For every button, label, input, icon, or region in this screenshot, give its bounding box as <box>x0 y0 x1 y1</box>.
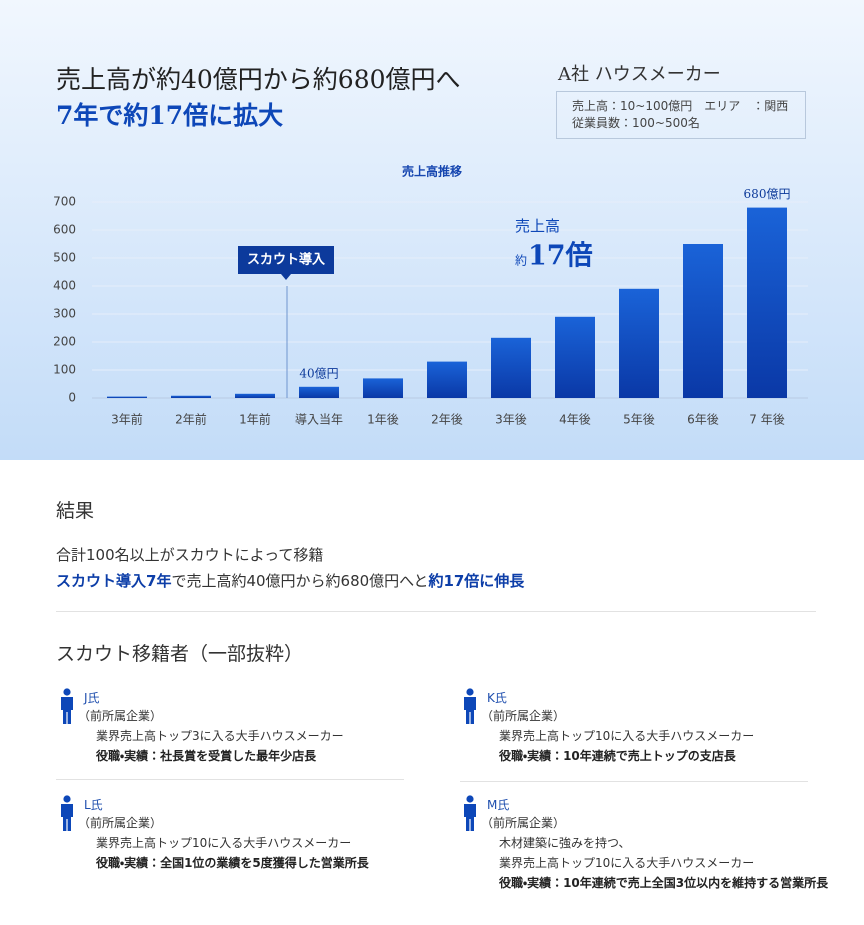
person: L氏 （前所属企業） 業界売上高トップ10に入る大手ハウスメーカー役職・実績：全国1… <box>61 795 369 873</box>
person-icon <box>464 795 476 831</box>
company-line: 木材建築に強みを持つ、 <box>499 836 631 850</box>
info-line: 売上高：10~100億円 エリア ：関西 <box>572 99 789 113</box>
previous-label: （前所属企業） <box>481 816 566 830</box>
highlight: 約17倍に伸長 <box>428 572 525 590</box>
y-tick-label: 700 <box>53 195 76 209</box>
person-name: J氏 <box>84 691 100 705</box>
result-line: スカウト導入7年で売上高約40億円から約680億円へと約17倍に伸長 <box>56 570 524 591</box>
company-line: 業界売上高トップ10に入る大手ハウスメーカー <box>96 836 352 850</box>
bar <box>363 378 403 398</box>
growth-label: 売上高 <box>515 217 560 235</box>
chart-title: 売上高推移 <box>402 164 462 179</box>
person: M氏 （前所属企業） 木材建築に強みを持つ、業界売上高トップ10に入る大手ハウスメー… <box>464 795 829 893</box>
x-tick-label: 1年後 <box>367 413 399 427</box>
callout-pointer <box>281 274 291 280</box>
callout-text: スカウト導入 <box>247 252 326 268</box>
bar <box>427 361 467 398</box>
company-line: 業界売上高トップ3に入る大手ハウスメーカー <box>96 729 344 743</box>
section-heading: スカウト移籍者（一部抜粋） <box>56 643 304 665</box>
x-tick-label: 2年後 <box>431 413 463 427</box>
person-name: M氏 <box>487 798 510 812</box>
bar <box>235 393 275 398</box>
y-tick-label: 300 <box>53 307 76 321</box>
previous-label: （前所属企業） <box>78 709 163 723</box>
divider <box>460 781 808 782</box>
callout-box <box>238 246 334 274</box>
bar <box>747 207 787 398</box>
bar <box>107 396 147 398</box>
y-tick-label: 400 <box>53 279 76 293</box>
x-tick-label: 1年前 <box>239 412 271 427</box>
x-tick-label: 3年後 <box>495 413 527 427</box>
role-line: 役職・実績：10年連続で売上全国3位以内を維持する営業所長 <box>499 876 829 890</box>
growth-value: 17倍 <box>528 241 593 272</box>
y-tick-label: 100 <box>53 363 76 377</box>
info-box: 売上高：10~100億円 エリア ：関西 従業員数：100~500名 <box>556 91 806 139</box>
bar <box>619 288 659 398</box>
divider <box>56 611 816 612</box>
person: J氏 （前所属企業） 業界売上高トップ3に入る大手ハウスメーカー 役職・実績：社長賞を… <box>61 688 344 766</box>
growth-prefix: 約 <box>515 253 527 268</box>
person: K氏 （前所属企業） 業界売上高トップ10に入る大手ハウスメーカー 役職・実績：10年… <box>464 688 755 766</box>
x-tick-label: 2年前 <box>175 412 207 427</box>
y-tick-label: 200 <box>53 335 76 349</box>
x-tick-label: 5年後 <box>623 413 655 427</box>
bar <box>171 395 211 398</box>
bar <box>683 244 723 398</box>
person-name: L氏 <box>84 798 103 812</box>
highlight: スカウト導入7年 <box>56 572 172 590</box>
person-icon <box>61 795 73 831</box>
x-tick-label: 導入当年 <box>295 413 343 427</box>
previous-label: （前所属企業） <box>78 816 163 830</box>
title-line: 7年で約17倍に拡大 <box>56 101 284 130</box>
role-line: 役職・実績：社長賞を受賞した最年少店長 <box>96 749 317 763</box>
x-tick-label: 4年後 <box>559 413 591 427</box>
text: で売上高約40億円から約680億円へと <box>171 572 429 590</box>
result-line: 合計100名以上がスカウトによって移籍 <box>56 546 324 564</box>
section-heading: 結果 <box>56 500 95 522</box>
x-tick-label: 3年前 <box>111 412 143 427</box>
role-line: 役職・実績：10年連続で売上トップの支店長 <box>499 749 736 763</box>
previous-label: （前所属企業） <box>481 709 566 723</box>
title-line: 売上高が約40億円から約680億円へ <box>56 65 461 94</box>
chart: 売上高推移 0 100 200 300 400 500 600 700 3年前 2年前 1年前 導入当… <box>53 164 808 427</box>
role-line: 役職・実績：全国1位の業績を5度獲得した営業所長 <box>96 856 369 870</box>
person-name: K氏 <box>487 691 507 705</box>
value-label: 680億円 <box>744 187 791 201</box>
bar <box>299 386 339 398</box>
x-tick-label: 7 年後 <box>749 413 784 427</box>
company: A社 ハウスメーカー <box>558 64 721 85</box>
company-line: 業界売上高トップ10に入る大手ハウスメーカー <box>499 856 755 870</box>
y-tick-label: 0 <box>68 391 76 405</box>
company-line: 業界売上高トップ10に入る大手ハウスメーカー <box>499 729 755 743</box>
value-label: 40億円 <box>299 366 338 380</box>
y-tick-label: 500 <box>53 251 76 265</box>
y-tick-label: 600 <box>53 223 76 237</box>
info-line: 従業員数：100~500名 <box>572 116 700 130</box>
x-tick-label: 6年後 <box>687 413 719 427</box>
divider <box>56 779 404 780</box>
person-icon <box>61 688 73 724</box>
bar <box>555 316 595 398</box>
person-icon <box>464 688 476 724</box>
bar <box>491 337 531 398</box>
